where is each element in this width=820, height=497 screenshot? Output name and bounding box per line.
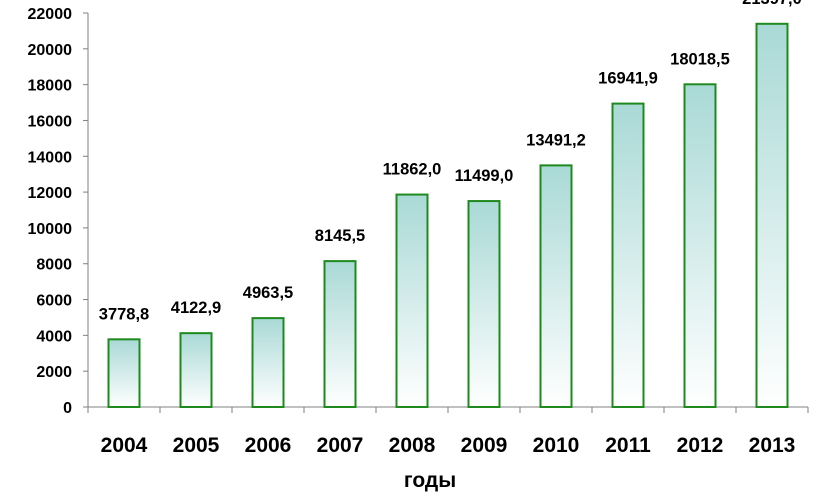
bar-2010 xyxy=(539,164,573,408)
y-tick-label: 2000 xyxy=(36,364,72,381)
y-tick-label: 4000 xyxy=(36,328,72,345)
data-label: 18018,5 xyxy=(670,50,730,68)
y-tick-label: 10000 xyxy=(28,221,73,238)
y-tick-label: 6000 xyxy=(36,293,72,310)
bar-2013 xyxy=(755,22,789,408)
x-tick-label: 2007 xyxy=(317,434,364,457)
data-label: 8145,5 xyxy=(315,227,365,245)
data-label: 21397,0 xyxy=(742,0,802,8)
y-tick-label: 20000 xyxy=(28,42,73,59)
y-tick-label: 16000 xyxy=(28,113,73,130)
data-label: 13491,2 xyxy=(526,131,586,149)
bar-2005 xyxy=(179,332,213,408)
y-tick-label: 18000 xyxy=(28,78,73,95)
y-tick-label: 12000 xyxy=(28,185,73,202)
y-tick-label: 22000 xyxy=(28,6,73,23)
bar-2011 xyxy=(611,102,645,409)
x-tick-label: 2005 xyxy=(173,434,220,457)
bar-2008 xyxy=(395,193,429,408)
bar-2007 xyxy=(323,260,357,408)
bar-2006 xyxy=(251,317,285,408)
data-label: 16941,9 xyxy=(598,70,658,88)
x-tick-label: 2010 xyxy=(533,434,580,457)
x-tick-label: 2012 xyxy=(677,434,724,457)
x-tick-label: 2008 xyxy=(389,434,436,457)
x-tick-label: 2004 xyxy=(101,434,148,457)
y-tick-label: 14000 xyxy=(28,149,73,166)
data-label: 11862,0 xyxy=(383,161,442,179)
x-tick-label: 2006 xyxy=(245,434,292,457)
bar-2012 xyxy=(683,83,717,408)
data-label: 4963,5 xyxy=(243,284,293,302)
x-tick-label: 2013 xyxy=(749,434,796,457)
x-tick-label: 2009 xyxy=(461,434,508,457)
bar-2004 xyxy=(107,338,141,409)
y-tick-label: 0 xyxy=(63,400,72,417)
y-tick-label: 8000 xyxy=(36,257,72,274)
bar-2009 xyxy=(467,200,501,408)
data-label: 4122,9 xyxy=(171,299,221,317)
data-label: 3778,8 xyxy=(99,305,149,323)
x-tick-label: 2011 xyxy=(605,434,651,457)
data-label: 11499,0 xyxy=(455,167,514,185)
x-axis-title: годы xyxy=(404,469,456,492)
